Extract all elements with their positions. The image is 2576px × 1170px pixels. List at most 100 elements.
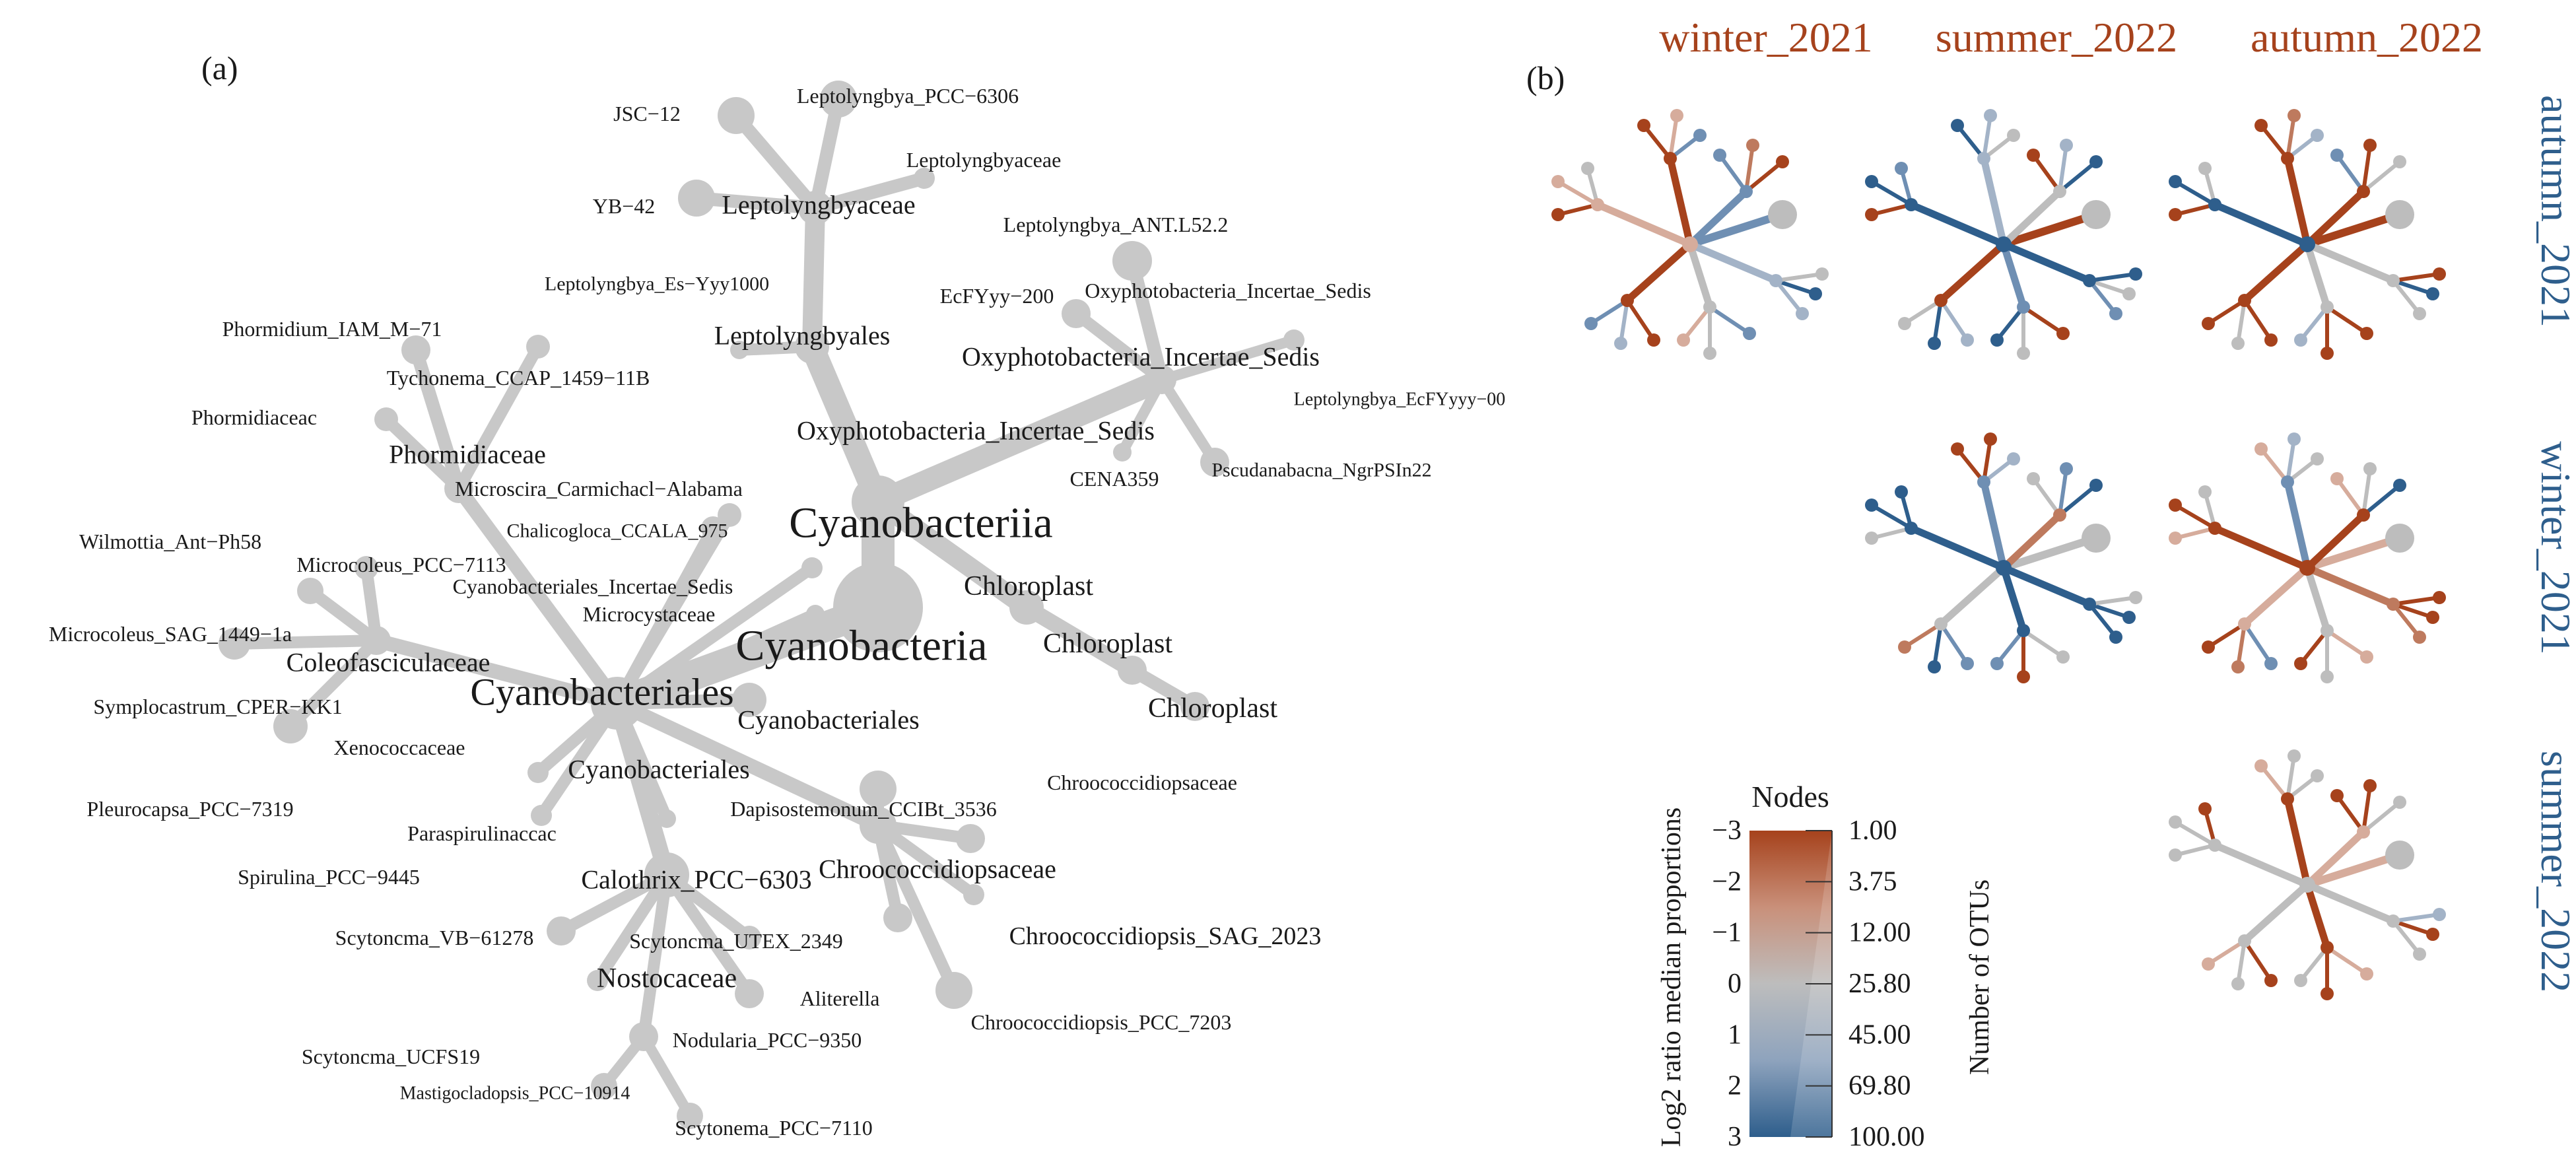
heat-tree-edge — [1594, 201, 1694, 248]
heat-tree-node — [1951, 119, 1964, 132]
heat-tree-node — [2294, 974, 2307, 987]
label-wilmottia: Wilmottia_Ant−Ph58 — [79, 530, 261, 553]
heat-tree-node — [1551, 175, 1565, 188]
label-coleofasciculaceae: Coleofasciculaceae — [287, 648, 491, 677]
heat-tree-node — [2208, 198, 2221, 211]
heat-tree-node — [1990, 333, 2004, 347]
label-scytonema-ucfs: Scytoncma_UCFS19 — [302, 1045, 480, 1068]
heat-tree-node — [2321, 987, 2334, 1000]
heat-tree-node — [1796, 307, 1809, 320]
heat-tree-edge — [2236, 298, 2247, 345]
heat-tree-node — [2231, 977, 2245, 990]
heat-tree-node — [1865, 499, 1878, 512]
heat-tree-edge — [2259, 764, 2289, 801]
heat-tree-node — [2360, 967, 2373, 981]
heat-tree-node — [2360, 327, 2373, 340]
heat-tree-node — [2060, 139, 2073, 152]
heat-tree-hub-node — [2385, 524, 2414, 553]
heat-tree-root-node — [2299, 560, 2315, 576]
heat-tree-node — [2288, 432, 2301, 446]
heat-tree-edge — [2243, 298, 2273, 342]
heat-tree-node — [2294, 657, 2307, 670]
heat-tree-edge — [2173, 820, 2217, 847]
heat-tree-node — [1581, 162, 1594, 175]
heat-tree-node — [2264, 657, 2278, 670]
heat-tree-root-node — [1996, 236, 2012, 252]
heat-tree-edge — [1744, 143, 1755, 193]
heat-tree-node — [2202, 957, 2215, 971]
label-chroococcidiopsis-pcc: Chroococcidiopsis_PCC_7203 — [971, 1010, 1232, 1034]
heat-tree-edge — [1982, 114, 1992, 160]
label-chloroplast-2: Chloroplast — [1043, 629, 1172, 659]
heat-tree-hub-node — [2385, 841, 2414, 870]
heat-tree-edge — [2058, 143, 2068, 193]
heat-tree-node — [2281, 475, 2294, 489]
heat-tree-node — [2007, 129, 2020, 142]
heat-tree-edge — [2335, 794, 2365, 834]
label-lepto-es: Leptolyngbya_Es−Yyy1000 — [545, 273, 769, 295]
heat-tree-edge — [2303, 564, 2331, 635]
heat-tree-node — [1984, 109, 1997, 122]
heat-tree-edge — [1932, 622, 1943, 669]
label-nostocaceae: Nostocaceae — [597, 963, 737, 994]
heat-tree-node — [2311, 129, 2324, 142]
heat-tree-edge — [2303, 211, 2404, 248]
heat-tree-edge — [2000, 240, 2027, 311]
heat-tree-edge — [2303, 828, 2367, 889]
label-spirulina: Spirulina_PCC−9445 — [238, 865, 420, 889]
legend-size-axis-label: Number of OTUs — [1965, 879, 1995, 1075]
heat-tree-edge — [1937, 240, 2008, 304]
heat-tree-edge — [2206, 298, 2247, 326]
heat-tree-node — [1865, 532, 1878, 545]
heat-tree-node — [2311, 452, 2324, 465]
row-header-autumn-2021: autumn_2021 — [2532, 95, 2576, 327]
heat-tree-edge — [2058, 160, 2098, 193]
heat-tree-edge — [2021, 629, 2065, 659]
heat-tree-node — [1898, 640, 1911, 654]
heat-tree-node — [2169, 499, 2182, 512]
heat-tree-node — [2288, 749, 2301, 763]
label-symplocastrum: Symplocastrum_CPER−KK1 — [93, 695, 342, 718]
heat-tree-edge — [1666, 155, 1694, 248]
heat-tree-edge — [1589, 298, 1629, 326]
heat-tree-node — [1961, 333, 1974, 347]
heat-tree-node — [2294, 333, 2307, 347]
heat-tree-edge — [2303, 851, 2404, 889]
heat-tree-node — [2281, 792, 2294, 806]
heat-tree-edge — [1982, 437, 1992, 484]
heat-tree-node — [2426, 928, 2439, 941]
heat-tree-edge — [2000, 188, 2064, 248]
heat-tree-edge — [2303, 564, 2397, 608]
heat-tree-edge — [1995, 629, 2025, 666]
heat-tree-edge — [2335, 477, 2365, 517]
heat-tree-node — [2109, 631, 2122, 644]
heat-tree-node — [2129, 267, 2142, 281]
heat-tree-edge — [1708, 305, 1751, 335]
heat-tree-node — [2231, 660, 2245, 673]
heat-tree-edge — [2241, 564, 2311, 628]
heat-tree-edge — [2361, 467, 2372, 517]
heat-tree-node — [1746, 139, 1759, 152]
heat-tree-edge — [2241, 881, 2311, 945]
label-calothrix: Calothrix_PCC−6303 — [581, 865, 811, 895]
heat-tree-edge — [1907, 524, 2008, 572]
heat-tree-node — [1865, 175, 1878, 188]
heat-tree-root-node — [1682, 236, 1698, 252]
heat-tree-node — [1895, 485, 1908, 499]
heat-tree-edge — [2087, 272, 2138, 283]
heat-tree-node — [2363, 139, 2377, 152]
heat-tree-edge — [1623, 240, 1694, 304]
heat-tree-edge — [2391, 912, 2441, 923]
heat-tree-node — [2017, 624, 2030, 637]
heat-tree-node — [1713, 149, 1726, 162]
heat-tree-node — [1677, 333, 1690, 347]
heat-tree-edge — [2206, 622, 2247, 649]
heat-tree-node — [2393, 796, 2406, 809]
heat-tree-edge — [2236, 939, 2247, 986]
heat-tree-edge — [2361, 160, 2402, 193]
heat-tree-edge — [1774, 272, 1824, 283]
heat-tree-edge — [2058, 467, 2068, 517]
legend-ticks: −3 1.00 −2 3.75 −1 12.00 0 25.80 1 45.00 2 69.80 3 10… — [1712, 815, 1924, 1152]
heat-tree-node — [2017, 347, 2030, 360]
